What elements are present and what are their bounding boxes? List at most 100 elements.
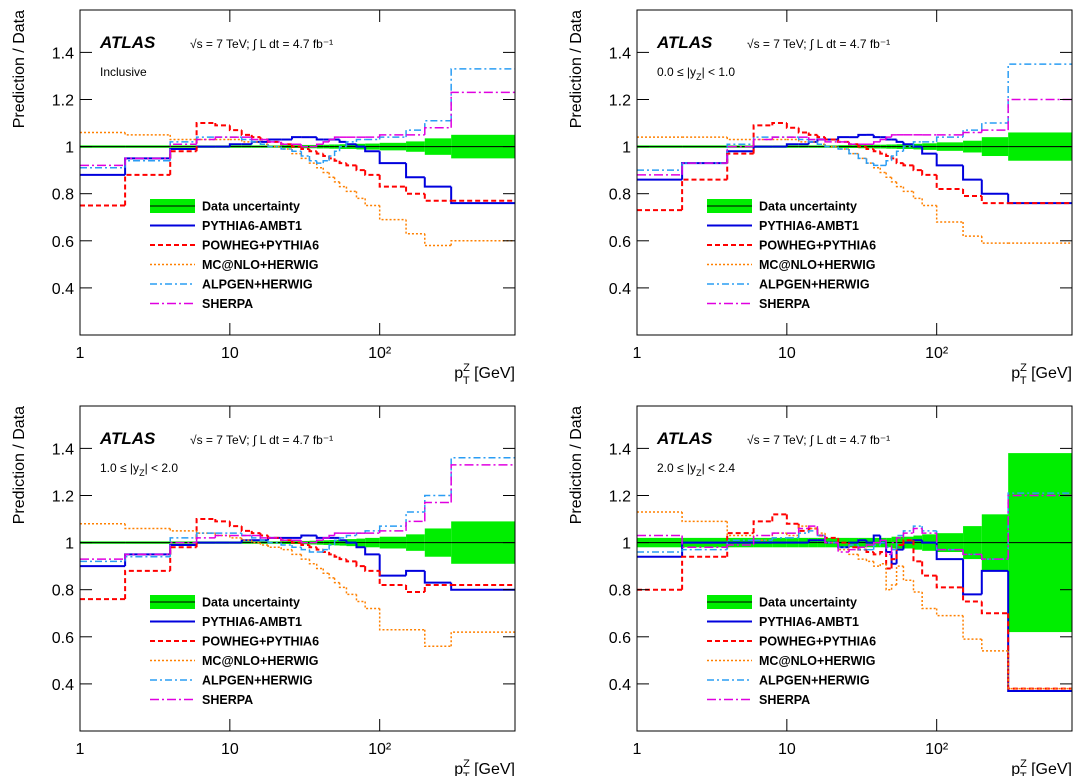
step-segment <box>902 145 914 152</box>
step-segment <box>752 136 773 145</box>
x-label-base: p <box>454 761 463 776</box>
x-label-sup: Z <box>463 362 470 374</box>
step-segment <box>980 179 1009 195</box>
step-segment <box>807 525 818 529</box>
step-segment <box>895 181 904 188</box>
step-segment <box>124 569 171 600</box>
step-segment <box>885 153 892 158</box>
step-segment <box>962 129 982 138</box>
step-segment <box>981 236 1009 244</box>
step-segment <box>124 159 171 168</box>
step-segment <box>315 143 324 147</box>
step-segment <box>890 155 897 161</box>
legend-label: POWHEG+PYTHIA6 <box>202 635 319 649</box>
step-segment <box>865 540 874 544</box>
step-segment <box>848 544 859 548</box>
x-label-unit: [GeV] <box>470 365 515 382</box>
step-segment <box>771 537 787 541</box>
x-label-unit: [GeV] <box>1027 365 1072 382</box>
step-segment <box>816 526 826 537</box>
step-segment <box>872 134 881 139</box>
step-segment <box>837 136 850 140</box>
step-segment <box>921 592 937 610</box>
step-segment <box>857 539 867 543</box>
step-segment <box>333 532 340 536</box>
y-tick-label: 1.4 <box>52 441 74 458</box>
step-segment <box>169 134 197 141</box>
step-segment <box>333 150 340 157</box>
step-segment <box>681 535 728 549</box>
step-segment <box>885 563 892 591</box>
step-segment <box>771 513 787 522</box>
region-part: | < 2.4 <box>702 461 736 475</box>
x-label-sup: Z <box>1020 362 1027 374</box>
region-part: Z <box>696 72 702 82</box>
step-segment <box>726 137 754 141</box>
step-segment <box>423 583 452 593</box>
step-segment <box>355 191 366 200</box>
step-segment <box>291 136 302 140</box>
step-segment <box>405 520 425 531</box>
legend-label: PYTHIA6-AMBT1 <box>202 219 302 233</box>
step-segment <box>328 138 335 142</box>
step-segment <box>423 193 452 202</box>
step-segment <box>169 150 197 175</box>
step-segment <box>857 144 867 148</box>
step-segment <box>872 561 881 567</box>
step-segment <box>681 162 728 175</box>
step-segment <box>169 541 197 555</box>
step-segment <box>879 138 887 142</box>
step-segment <box>378 530 407 534</box>
step-segment <box>214 136 230 140</box>
step-segment <box>364 566 380 572</box>
step-segment <box>355 561 366 568</box>
step-segment <box>895 150 904 157</box>
x-tick-label: 1 <box>633 741 642 758</box>
step-segment <box>857 153 867 160</box>
step-segment <box>355 144 366 148</box>
step-segment <box>291 544 302 549</box>
step-segment <box>280 537 293 541</box>
y-tick-label: 0.4 <box>52 281 74 298</box>
y-tick-label: 1.2 <box>52 92 74 109</box>
x-axis-label: pZT [GeV] <box>454 758 515 776</box>
step-segment <box>345 163 357 167</box>
experiment-label: ATLAS <box>656 429 713 448</box>
x-label-base: p <box>1011 365 1020 382</box>
step-segment <box>423 570 452 584</box>
step-segment <box>240 526 252 532</box>
step-segment <box>338 556 347 561</box>
step-segment <box>250 139 261 143</box>
x-tick-label: 10 <box>778 741 796 758</box>
y-axis-label: Prediction / Data <box>11 406 28 524</box>
step-segment <box>345 587 357 596</box>
step-segment <box>872 534 881 543</box>
step-segment <box>824 144 839 148</box>
step-segment <box>240 130 252 136</box>
step-segment <box>935 533 964 551</box>
step-segment <box>771 122 787 126</box>
step-segment <box>355 542 366 549</box>
step-segment <box>1007 570 1072 692</box>
step-segment <box>308 148 317 153</box>
legend-label: SHERPA <box>759 297 810 311</box>
step-segment <box>291 148 302 153</box>
step-segment <box>902 163 914 167</box>
step-segment <box>259 537 269 541</box>
step-segment <box>322 537 330 541</box>
region-part: 1.0 ≤ |y <box>100 461 139 475</box>
step-segment <box>345 534 357 538</box>
step-segment <box>962 165 982 181</box>
y-tick-label: 0.8 <box>609 187 631 204</box>
legend-label: PYTHIA6-AMBT1 <box>759 219 859 233</box>
step-segment <box>865 559 874 563</box>
experiment-label: ATLAS <box>99 33 156 52</box>
energy-label: √s = 7 TeV; ∫ L dt = 4.7 fb⁻¹ <box>747 433 890 447</box>
step-segment <box>450 91 515 128</box>
step-segment <box>308 544 317 549</box>
frame <box>636 405 1073 732</box>
step-segment <box>912 540 923 563</box>
step-segment <box>378 525 407 531</box>
